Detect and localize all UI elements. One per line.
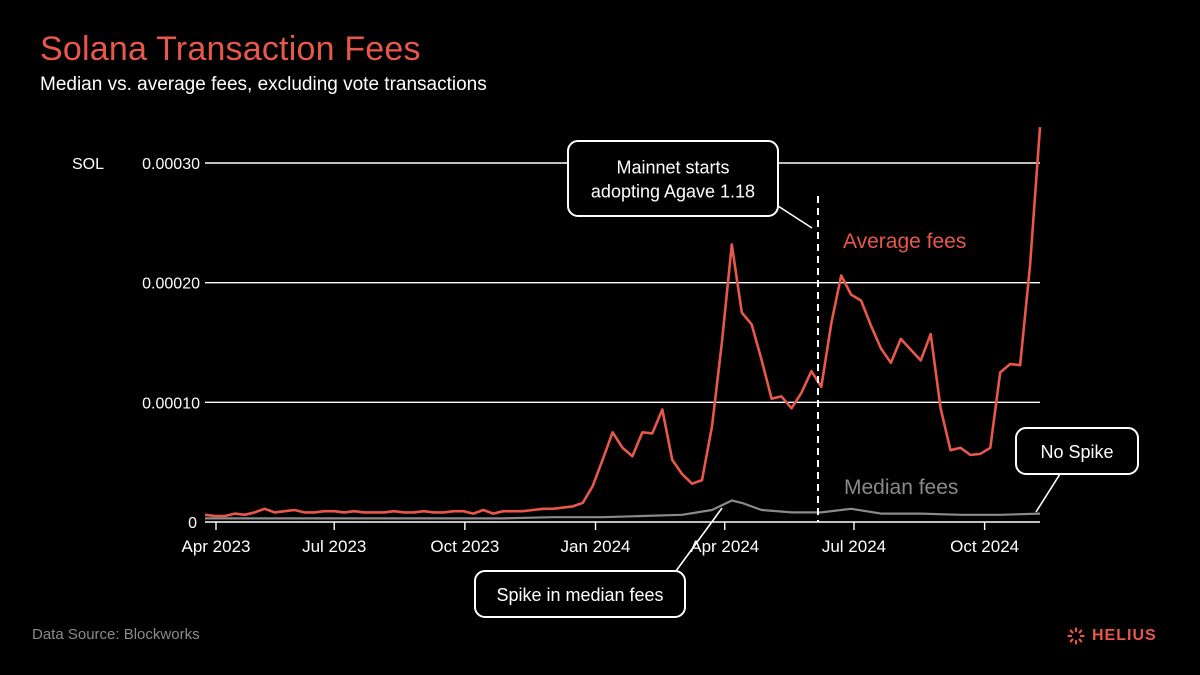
x-tick-label: Apr 2024: [690, 537, 759, 556]
spike-callout-text: Spike in median fees: [496, 585, 663, 605]
spike-callout-leader: [675, 507, 723, 572]
agave-callout-text: Mainnet starts: [616, 158, 729, 178]
average-fees-label: Average fees: [843, 230, 966, 253]
y-tick-label: 0.00010: [142, 395, 200, 412]
agave-callout: Mainnet starts adopting Agave 1.18: [567, 140, 813, 229]
brand-name: HELIUS: [1092, 627, 1157, 644]
median-fees-label: Median fees: [844, 476, 958, 499]
no-spike-callout-leader: [1035, 473, 1061, 513]
helius-logo-icon: [1067, 627, 1085, 645]
x-tick-label: Oct 2023: [430, 537, 499, 556]
no-spike-callout-text: No Spike: [1040, 442, 1113, 462]
y-unit-label: SOL: [72, 156, 104, 173]
data-source-note: Data Source: Blockworks: [32, 626, 200, 643]
x-tick-label: Apr 2023: [182, 537, 251, 556]
helius-brand[interactable]: HELIUS: [1066, 626, 1157, 646]
x-tick-label: Jan 2024: [561, 537, 631, 556]
x-tick-label: Jul 2024: [822, 537, 886, 556]
spike-callout-box: [474, 570, 686, 618]
agave-callout-text: adopting Agave 1.18: [591, 182, 755, 202]
median-fees-line: [205, 499, 1041, 520]
no-spike-callout: No Spike: [1015, 427, 1139, 513]
no-spike-callout-box: [1015, 427, 1139, 475]
agave-callout-leader: [777, 205, 813, 229]
y-tick-label: 0.00020: [142, 276, 200, 293]
chart-title: Solana Transaction Fees: [40, 30, 421, 68]
y-tick-label: 0: [188, 515, 197, 532]
average-fees-line: [204, 127, 1042, 518]
x-tick-label: Jul 2023: [302, 537, 366, 556]
spike-callout: Spike in median fees: [474, 507, 723, 618]
agave-callout-box: [567, 140, 779, 217]
y-tick-label: 0.00030: [142, 156, 200, 173]
chart-subtitle: Median vs. average fees, excluding vote …: [40, 74, 487, 95]
x-tick-label: Oct 2024: [950, 537, 1019, 556]
